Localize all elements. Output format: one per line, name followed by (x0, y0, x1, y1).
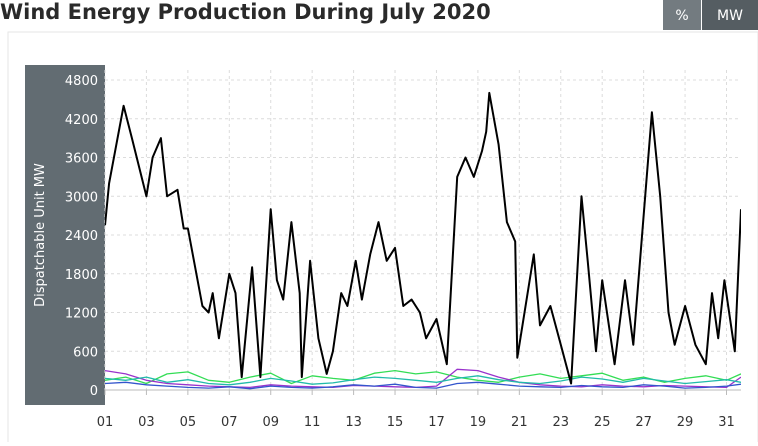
x-tick-label: 27 (635, 415, 652, 430)
y-tick-label: 3000 (65, 190, 98, 205)
series-line (105, 375, 741, 386)
x-tick-label: 01 (97, 415, 114, 430)
series-line (105, 381, 741, 390)
x-tick-label: 15 (387, 415, 404, 430)
toggle-label[interactable]: MW (717, 8, 743, 24)
series-line (105, 368, 741, 389)
y-tick-label: 4800 (65, 74, 98, 89)
plot (105, 91, 741, 390)
y-axis-band (25, 65, 105, 405)
y-axis-label: Dispatchable Unit MW (33, 163, 48, 307)
x-tick-label: 23 (552, 415, 569, 430)
x-tick-label: 09 (262, 415, 279, 430)
x-tick-label: 05 (180, 415, 197, 430)
x-tick-label: 29 (677, 415, 694, 430)
unit-toggle: % MW (663, 0, 758, 30)
series-line (105, 91, 741, 385)
y-tick-label: 4200 (65, 113, 98, 128)
y-tick-label: 1800 (65, 268, 98, 283)
y-tick-label: 600 (73, 345, 98, 360)
chart-title: Wind Energy Production During July 2020 (0, 0, 491, 24)
x-tick-label: 13 (345, 415, 362, 430)
x-tick-label: 11 (304, 415, 321, 430)
series-line (105, 369, 741, 385)
y-tick-label: 2400 (65, 229, 98, 244)
toggle-button[interactable] (663, 0, 701, 30)
x-tick-label: 21 (511, 415, 528, 430)
x-tick-label: 03 (138, 415, 155, 430)
y-tick-label: 1200 (65, 307, 98, 322)
x-tick-label: 07 (221, 415, 238, 430)
toggle-button[interactable] (702, 0, 758, 30)
x-tick-label: 17 (428, 415, 445, 430)
x-tick-label: 31 (718, 415, 735, 430)
x-tick-label: 19 (470, 415, 487, 430)
toggle-label[interactable]: % (675, 8, 688, 24)
y-tick-label: 3600 (65, 152, 98, 167)
y-tick-label: 0 (90, 384, 98, 399)
panel (7, 31, 758, 446)
x-tick-label: 25 (594, 415, 611, 430)
